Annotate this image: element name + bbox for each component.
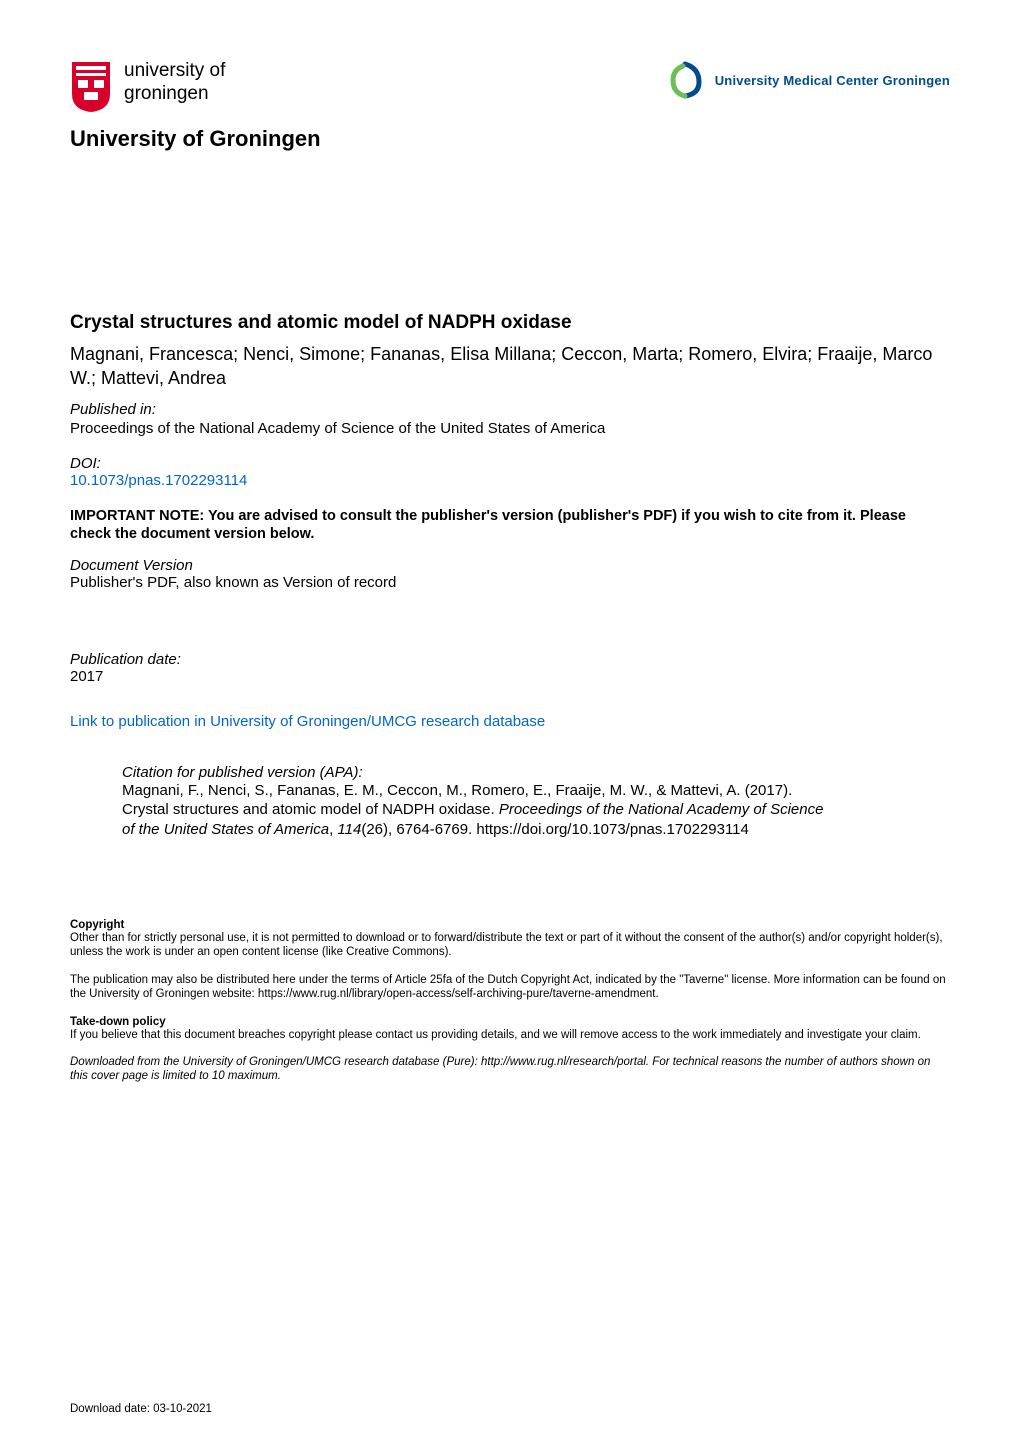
rug-logo-line2: groningen [124, 83, 225, 106]
important-note: IMPORTANT NOTE: You are advised to consu… [70, 507, 950, 543]
document-version-value: Publisher's PDF, also known as Version o… [70, 574, 950, 591]
published-in-label: Published in: [70, 401, 950, 418]
takedown-header: Take-down policy [70, 1016, 950, 1028]
database-link[interactable]: Link to publication in University of Gro… [70, 713, 950, 730]
citation-line3-ital: of the United States of America [122, 821, 329, 838]
umcg-logo-text: University Medical Center Groningen [715, 73, 950, 88]
published-in-value: Proceedings of the National Academy of S… [70, 420, 950, 437]
download-note: Downloaded from the University of Gronin… [70, 1056, 950, 1084]
rug-logo-text: university of groningen [124, 60, 225, 106]
university-title: University of Groningen [70, 126, 950, 152]
authors: Magnani, Francesca; Nenci, Simone; Fanan… [70, 342, 950, 391]
copyright-body1: Other than for strictly personal use, it… [70, 932, 950, 960]
citation-line2-plain: Crystal structures and atomic model of N… [122, 801, 499, 818]
swirl-icon [665, 60, 705, 100]
cover-page: university of groningen University Medic… [0, 0, 1020, 1443]
takedown-body: If you believe that this document breach… [70, 1029, 950, 1043]
citation-line1: Magnani, F., Nenci, S., Fananas, E. M., … [122, 782, 792, 799]
citation-line3-vol: 114 [337, 821, 361, 838]
citation-body: Magnani, F., Nenci, S., Fananas, E. M., … [122, 781, 950, 840]
download-date: Download date: 03-10-2021 [70, 1403, 212, 1415]
rug-logo-line1: university of [124, 60, 225, 83]
header: university of groningen University Medic… [70, 60, 950, 114]
document-version-label: Document Version [70, 557, 950, 574]
publication-date-label: Publication date: [70, 651, 950, 668]
copyright-body2: The publication may also be distributed … [70, 974, 950, 1002]
umcg-logo: University Medical Center Groningen [665, 60, 950, 100]
citation-line3-rest: (26), 6764-6769. https://doi.org/10.1073… [361, 821, 749, 838]
rug-logo: university of groningen [70, 60, 225, 114]
shield-icon [70, 60, 112, 114]
doi-link[interactable]: 10.1073/pnas.1702293114 [70, 472, 950, 489]
citation-block: Citation for published version (APA): Ma… [122, 764, 950, 840]
citation-label: Citation for published version (APA): [122, 764, 950, 781]
publication-date-value: 2017 [70, 668, 950, 685]
citation-line2-ital: Proceedings of the National Academy of S… [499, 801, 824, 818]
copyright-header: Copyright [70, 919, 950, 931]
paper-title: Crystal structures and atomic model of N… [70, 312, 950, 334]
doi-label: DOI: [70, 455, 950, 472]
